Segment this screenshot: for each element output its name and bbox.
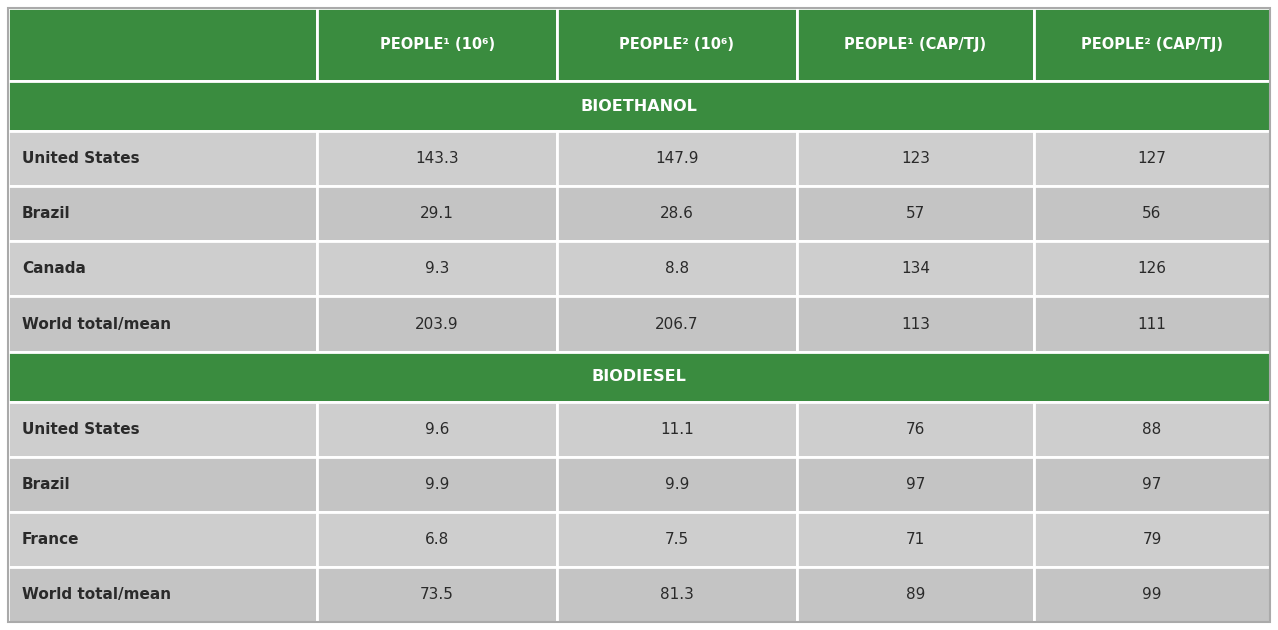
- Bar: [557, 297, 796, 352]
- Text: 71: 71: [906, 532, 925, 547]
- Bar: [1034, 186, 1270, 241]
- Text: 73.5: 73.5: [420, 587, 454, 602]
- Bar: [1034, 567, 1270, 622]
- Bar: [8, 186, 317, 241]
- Text: BIOETHANOL: BIOETHANOL: [580, 99, 698, 113]
- Bar: [796, 297, 1034, 352]
- Bar: [796, 131, 1034, 186]
- Bar: [796, 512, 1034, 567]
- Text: 81.3: 81.3: [659, 587, 694, 602]
- Text: World total/mean: World total/mean: [22, 316, 171, 331]
- Bar: [8, 512, 317, 567]
- Bar: [8, 81, 1270, 131]
- Text: 9.9: 9.9: [424, 477, 450, 492]
- Bar: [317, 241, 557, 297]
- Text: 57: 57: [906, 207, 925, 221]
- Text: 9.3: 9.3: [424, 261, 450, 277]
- Text: 11.1: 11.1: [659, 421, 694, 437]
- Text: 7.5: 7.5: [665, 532, 689, 547]
- Text: Canada: Canada: [22, 261, 86, 277]
- Text: United States: United States: [22, 421, 139, 437]
- Bar: [317, 131, 557, 186]
- Bar: [1034, 8, 1270, 81]
- Text: France: France: [22, 532, 79, 547]
- Bar: [317, 186, 557, 241]
- Text: 147.9: 147.9: [656, 151, 699, 166]
- Bar: [317, 567, 557, 622]
- Bar: [796, 402, 1034, 457]
- Text: 126: 126: [1137, 261, 1167, 277]
- Bar: [8, 297, 317, 352]
- Text: 9.6: 9.6: [424, 421, 450, 437]
- Bar: [1034, 241, 1270, 297]
- Bar: [796, 457, 1034, 512]
- Bar: [8, 131, 317, 186]
- Text: 88: 88: [1143, 421, 1162, 437]
- Bar: [796, 186, 1034, 241]
- Text: PEOPLE² (10⁶): PEOPLE² (10⁶): [620, 37, 735, 52]
- Text: World total/mean: World total/mean: [22, 587, 171, 602]
- Text: 127: 127: [1137, 151, 1167, 166]
- Text: Brazil: Brazil: [22, 207, 70, 221]
- Bar: [796, 241, 1034, 297]
- Bar: [796, 567, 1034, 622]
- Text: 8.8: 8.8: [665, 261, 689, 277]
- Text: 203.9: 203.9: [415, 316, 459, 331]
- Text: 76: 76: [906, 421, 925, 437]
- Bar: [557, 241, 796, 297]
- Text: 9.9: 9.9: [665, 477, 689, 492]
- Bar: [1034, 457, 1270, 512]
- Bar: [317, 297, 557, 352]
- Bar: [796, 8, 1034, 81]
- Bar: [317, 8, 557, 81]
- Text: 28.6: 28.6: [659, 207, 694, 221]
- Text: 113: 113: [901, 316, 930, 331]
- Bar: [8, 352, 1270, 402]
- Bar: [8, 8, 317, 81]
- Bar: [1034, 402, 1270, 457]
- Bar: [317, 512, 557, 567]
- Text: 56: 56: [1143, 207, 1162, 221]
- Text: United States: United States: [22, 151, 139, 166]
- Bar: [8, 241, 317, 297]
- Bar: [557, 8, 796, 81]
- Text: Brazil: Brazil: [22, 477, 70, 492]
- Bar: [317, 457, 557, 512]
- Bar: [557, 512, 796, 567]
- Bar: [8, 567, 317, 622]
- Text: 206.7: 206.7: [656, 316, 699, 331]
- Bar: [8, 402, 317, 457]
- Bar: [1034, 512, 1270, 567]
- Text: PEOPLE² (CAP/TJ): PEOPLE² (CAP/TJ): [1081, 37, 1223, 52]
- Text: 99: 99: [1143, 587, 1162, 602]
- Bar: [557, 457, 796, 512]
- Bar: [557, 186, 796, 241]
- Bar: [557, 131, 796, 186]
- Text: 79: 79: [1143, 532, 1162, 547]
- Bar: [557, 567, 796, 622]
- Text: PEOPLE¹ (CAP/TJ): PEOPLE¹ (CAP/TJ): [845, 37, 987, 52]
- Bar: [557, 402, 796, 457]
- Bar: [1034, 131, 1270, 186]
- Text: 97: 97: [1143, 477, 1162, 492]
- Text: 29.1: 29.1: [420, 207, 454, 221]
- Bar: [1034, 297, 1270, 352]
- Text: 123: 123: [901, 151, 930, 166]
- Text: PEOPLE¹ (10⁶): PEOPLE¹ (10⁶): [380, 37, 495, 52]
- Text: 134: 134: [901, 261, 930, 277]
- Bar: [8, 457, 317, 512]
- Bar: [317, 402, 557, 457]
- Text: 97: 97: [906, 477, 925, 492]
- Text: 111: 111: [1137, 316, 1167, 331]
- Text: 6.8: 6.8: [426, 532, 449, 547]
- Text: BIODIESEL: BIODIESEL: [592, 369, 686, 384]
- Text: 89: 89: [906, 587, 925, 602]
- Text: 143.3: 143.3: [415, 151, 459, 166]
